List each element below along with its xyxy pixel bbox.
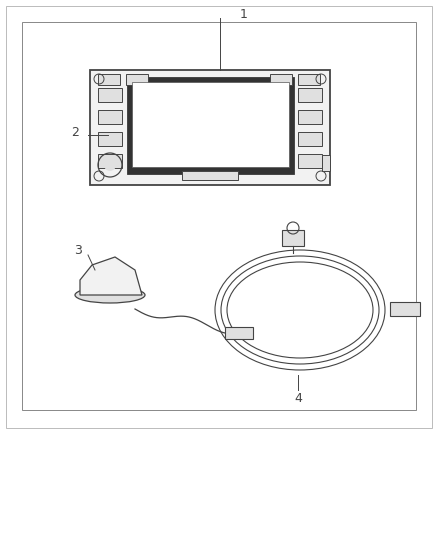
Bar bbox=[390, 302, 420, 316]
Bar bbox=[322, 155, 330, 171]
Bar bbox=[90, 70, 330, 185]
Text: 2: 2 bbox=[71, 125, 79, 139]
Polygon shape bbox=[80, 257, 142, 295]
Bar bbox=[98, 110, 122, 124]
Bar bbox=[182, 171, 238, 180]
Bar bbox=[6, 6, 432, 428]
Bar bbox=[128, 78, 293, 173]
Bar bbox=[98, 132, 122, 146]
Bar bbox=[98, 74, 120, 85]
Bar bbox=[225, 327, 253, 339]
Bar bbox=[22, 22, 416, 410]
Text: 3: 3 bbox=[74, 244, 82, 256]
Text: 1: 1 bbox=[240, 9, 248, 21]
Bar bbox=[298, 154, 322, 168]
Ellipse shape bbox=[75, 287, 145, 303]
Text: 4: 4 bbox=[294, 392, 302, 405]
Bar bbox=[132, 82, 289, 167]
Circle shape bbox=[104, 159, 116, 171]
Bar bbox=[298, 132, 322, 146]
Bar bbox=[298, 88, 322, 102]
Bar bbox=[126, 74, 148, 85]
Bar bbox=[270, 74, 292, 85]
Bar bbox=[98, 88, 122, 102]
Bar bbox=[298, 110, 322, 124]
Bar bbox=[98, 154, 122, 168]
Bar bbox=[298, 74, 320, 85]
Bar bbox=[282, 230, 304, 246]
